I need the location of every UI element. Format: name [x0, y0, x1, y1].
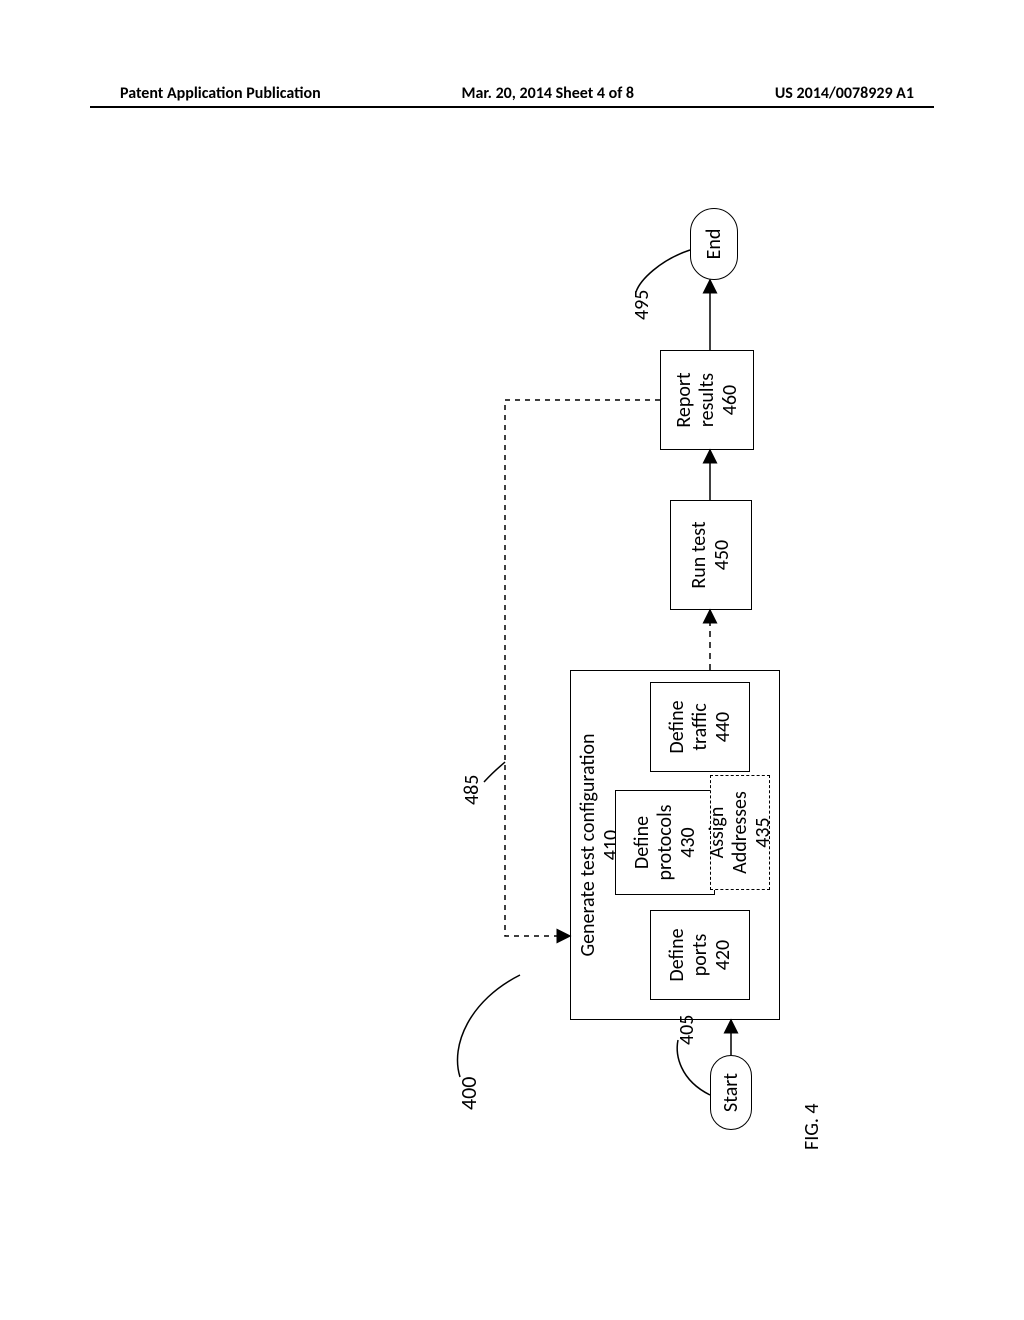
page-header: Patent Application Publication Mar. 20, …: [0, 84, 1024, 103]
leader-n495: [636, 250, 690, 292]
header-left: Patent Application Publication: [120, 84, 321, 103]
connectors: [280, 170, 830, 1150]
loopback-arrow: [505, 400, 660, 936]
leader-n405: [677, 1040, 710, 1095]
leader-n400: [458, 975, 521, 1077]
header-right: US 2014/0078929 A1: [775, 84, 914, 103]
header-center: Mar. 20, 2014 Sheet 4 of 8: [462, 84, 635, 103]
leader-n485: [484, 762, 505, 782]
diagram-stage: StartGenerate test configuration410Defin…: [280, 170, 830, 1150]
diagram-viewport: StartGenerate test configuration410Defin…: [280, 170, 830, 1150]
figure-label: FIG. 4: [800, 1103, 824, 1150]
header-rule: [90, 106, 934, 108]
